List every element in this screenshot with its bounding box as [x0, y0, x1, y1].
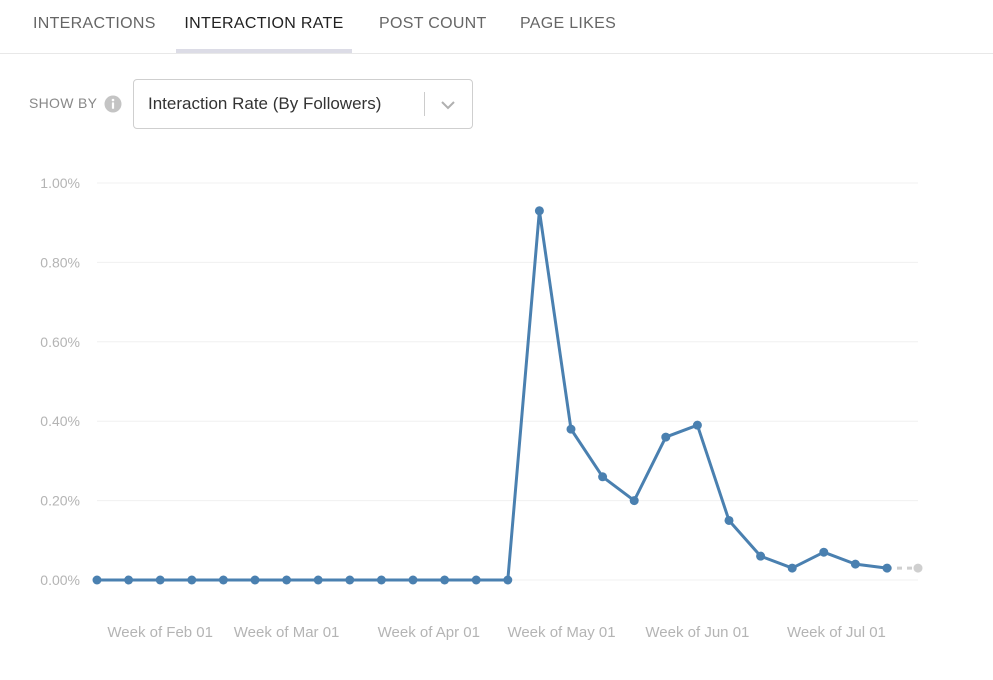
data-point[interactable]	[376, 575, 386, 585]
x-tick-label: Week of Jul 01	[787, 624, 886, 641]
x-tick-label: Week of Mar 01	[234, 624, 340, 641]
data-point[interactable]	[850, 559, 860, 569]
show-by-select[interactable]: Interaction Rate (By Followers)	[133, 79, 473, 129]
data-point[interactable]	[440, 575, 450, 585]
data-point[interactable]	[187, 575, 197, 585]
chart-grid	[97, 182, 918, 581]
data-point[interactable]	[408, 575, 418, 585]
data-point[interactable]	[756, 551, 766, 561]
data-point[interactable]	[218, 575, 228, 585]
data-point[interactable]	[787, 563, 797, 573]
projection-point[interactable]	[913, 563, 923, 573]
data-point[interactable]	[629, 496, 639, 506]
data-point[interactable]	[124, 575, 134, 585]
tab-post-count[interactable]: POST COUNT	[379, 15, 487, 32]
chevron-down-icon[interactable]	[438, 95, 458, 115]
tab-bar: INTERACTIONS INTERACTION RATE POST COUNT…	[0, 0, 993, 54]
data-point[interactable]	[566, 424, 576, 434]
x-tick-label: Week of Jun 01	[645, 624, 749, 641]
interaction-rate-chart: 0.00% 0.20% 0.40% 0.60% 0.80% 1.00% Week of F…	[40, 175, 923, 641]
x-axis-ticks: Week of Feb 01 Week of Mar 01 Week of Apr …	[107, 624, 886, 641]
x-tick-label: Week of Apr 01	[378, 624, 480, 641]
data-point[interactable]	[598, 472, 608, 482]
data-point[interactable]	[471, 575, 481, 585]
data-point[interactable]	[724, 515, 734, 525]
chart-series	[92, 206, 923, 585]
series-line	[97, 209, 888, 582]
x-tick-label: Week of May 01	[507, 624, 615, 641]
data-point[interactable]	[345, 575, 355, 585]
tab-interactions[interactable]: INTERACTIONS	[33, 15, 156, 32]
show-by-selected-value: Interaction Rate (By Followers)	[148, 94, 382, 113]
select-separator	[424, 92, 425, 116]
y-axis-ticks: 0.00% 0.20% 0.40% 0.60% 0.80% 1.00%	[40, 175, 80, 588]
y-tick-label: 0.20%	[40, 493, 80, 509]
data-point[interactable]	[882, 563, 892, 573]
data-point[interactable]	[692, 420, 702, 430]
y-tick-label: 0.40%	[40, 413, 80, 429]
y-tick-label: 0.60%	[40, 334, 80, 350]
data-point[interactable]	[661, 432, 671, 442]
tab-page-likes[interactable]: PAGE LIKES	[520, 15, 617, 32]
y-tick-label: 0.80%	[40, 254, 80, 270]
data-point[interactable]	[92, 575, 102, 585]
data-point[interactable]	[282, 575, 292, 585]
info-icon[interactable]	[104, 95, 122, 113]
data-point[interactable]	[250, 575, 260, 585]
data-point[interactable]	[313, 575, 323, 585]
y-tick-label: 0.00%	[40, 572, 80, 588]
show-by-label: SHOW BY	[29, 95, 98, 111]
data-point[interactable]	[503, 575, 513, 585]
data-point[interactable]	[534, 206, 544, 216]
data-point[interactable]	[819, 547, 829, 557]
data-point[interactable]	[155, 575, 165, 585]
y-tick-label: 1.00%	[40, 175, 80, 191]
x-tick-label: Week of Feb 01	[107, 624, 213, 641]
tab-interaction-rate[interactable]: INTERACTION RATE	[176, 0, 352, 53]
